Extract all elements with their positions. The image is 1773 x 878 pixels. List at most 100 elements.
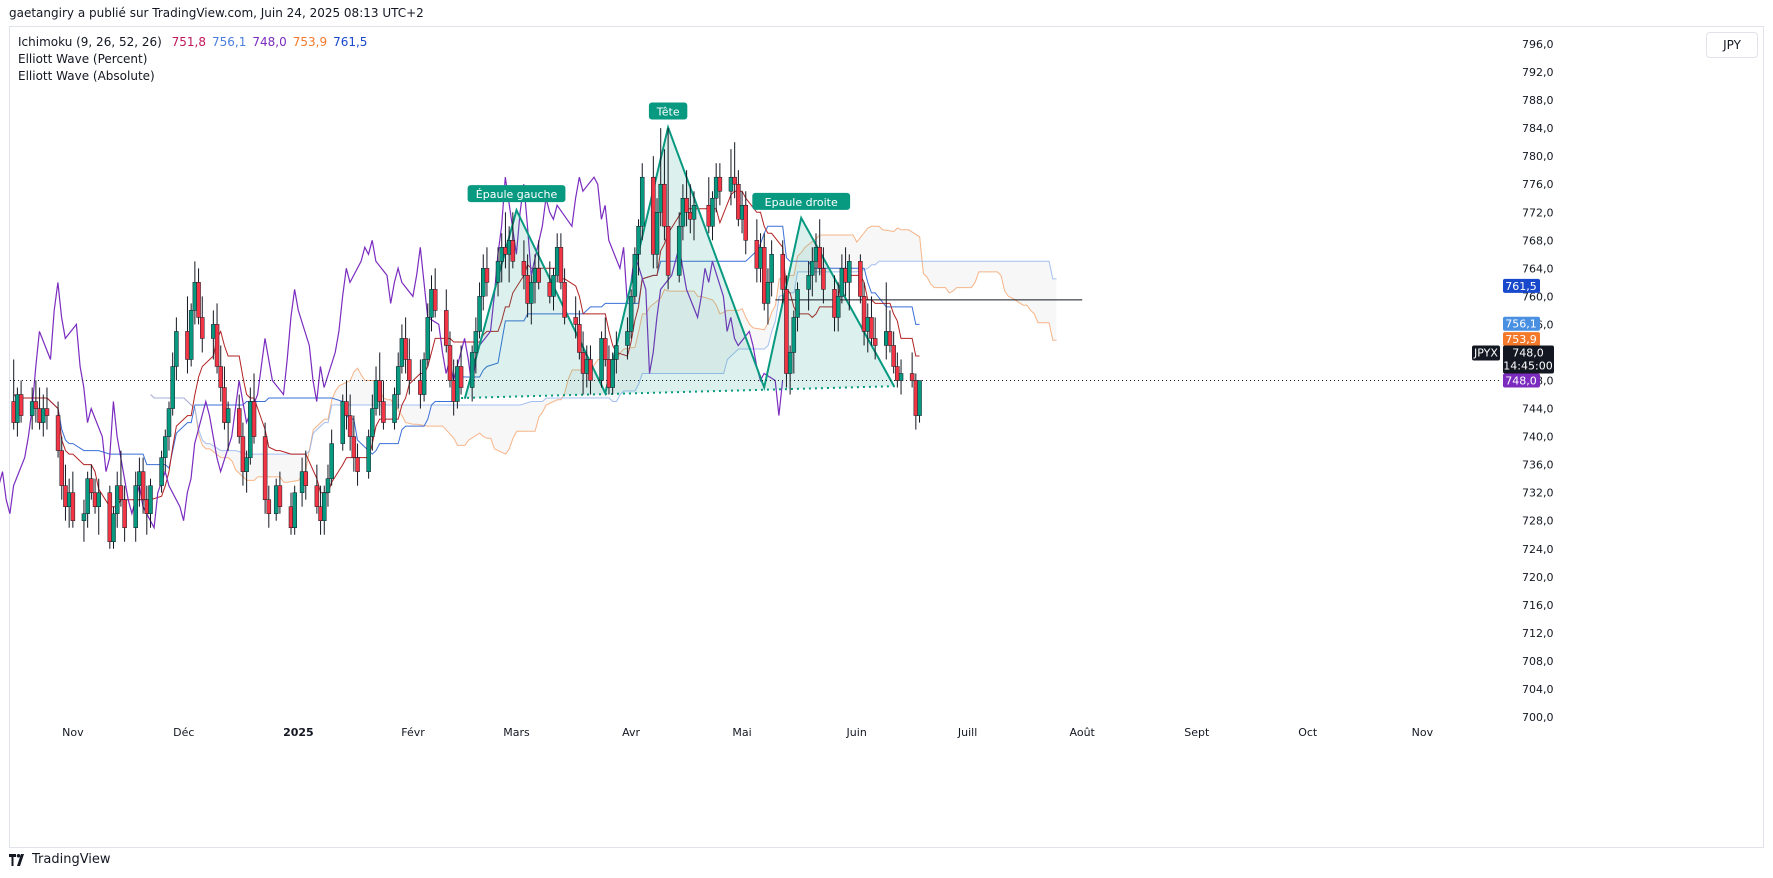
candle-body (399, 338, 405, 367)
candle-body (133, 485, 138, 528)
time-axis: Nov Déc 2025 Févr Mars Avr Mai Juin Juill Août Sep… (62, 726, 1433, 739)
price-badge: 756,1 (1503, 316, 1540, 331)
tradingview-footer[interactable]: TradingView (9, 852, 111, 867)
candle-body (33, 401, 39, 409)
candle (70, 471, 76, 528)
candle-body (510, 240, 516, 262)
candle-body (458, 366, 464, 388)
candle-body (373, 380, 379, 409)
candle (41, 394, 46, 437)
footer-brand: TradingView (32, 852, 111, 867)
candle (392, 387, 397, 430)
candle (787, 345, 793, 395)
candle-body (573, 317, 578, 325)
x-tick-label: Août (1070, 726, 1096, 739)
candle-body (174, 331, 179, 367)
candle-body (529, 282, 534, 304)
candle (455, 359, 460, 409)
ichimoku-values: 751,8 756,1 748,0 753,9 761,5 (166, 35, 368, 49)
pattern-label: Épaule gauche (467, 185, 566, 203)
ichimoku-label: Ichimoku (9, 26, 52, 26) (18, 35, 162, 49)
candle (33, 380, 39, 423)
candle-body (662, 183, 667, 227)
candle-body (606, 359, 612, 388)
candle (665, 128, 671, 290)
candle-body (891, 345, 896, 367)
x-tick-label: Nov (62, 726, 84, 739)
candle (810, 247, 815, 297)
candle (314, 464, 320, 514)
candle-body (710, 197, 715, 227)
candle (713, 163, 719, 213)
chart-frame (9, 26, 1764, 848)
candle-body (292, 492, 297, 528)
candle (148, 478, 153, 528)
candle-body (200, 317, 205, 339)
candle-body (732, 176, 737, 185)
candle (599, 331, 604, 388)
candle (322, 485, 327, 535)
elliott-percent-legend[interactable]: Elliott Wave (Percent) (18, 52, 148, 66)
candle (92, 478, 98, 514)
ichimoku-value: 753,9 (292, 35, 328, 49)
candle (325, 464, 331, 507)
ichimoku-legend-row[interactable]: Ichimoku (9, 26, 52, 26) 751,8 756,1 748,0… (18, 34, 367, 51)
candle (817, 219, 822, 276)
candle (872, 317, 878, 360)
candle (111, 506, 116, 549)
candle (891, 331, 896, 374)
candle (63, 464, 68, 521)
candle-body (44, 408, 50, 416)
current-price-badge: JPYX 748,014:45:00 (1472, 345, 1554, 374)
x-tick-label: Févr (401, 726, 425, 739)
price-badge-bg (1503, 278, 1540, 293)
candle-body (340, 401, 346, 444)
y-tick-label: 724,0 (1522, 543, 1554, 556)
candle-body (847, 261, 852, 283)
y-tick-label: 700,0 (1522, 711, 1554, 724)
price-badges: 761,5756,1753,9751,8748,0JPYX748,014:45:… (1472, 278, 1554, 388)
candle (784, 275, 789, 388)
candle-body (769, 254, 774, 283)
candle (303, 450, 309, 500)
candle-body (839, 268, 845, 297)
candle (185, 296, 190, 374)
candle (806, 261, 811, 311)
candle (791, 310, 797, 374)
pattern-label-bg (648, 102, 688, 120)
candle-body (499, 247, 504, 262)
candle-body (821, 268, 826, 290)
currency-button[interactable]: JPY (1706, 32, 1758, 58)
price-badge-bg (1503, 332, 1540, 347)
pattern-label-bg (467, 185, 566, 203)
candle (196, 268, 201, 325)
candle-body (277, 485, 283, 507)
candle (869, 296, 874, 346)
candle-body (865, 317, 871, 332)
candle-body (107, 492, 113, 542)
candle-body (144, 499, 150, 514)
y-tick-label: 712,0 (1522, 627, 1554, 640)
y-tick-label: 792,0 (1522, 66, 1554, 79)
candle-body (214, 324, 220, 367)
candle-body (684, 197, 689, 213)
candle (754, 219, 760, 283)
candle (403, 317, 408, 374)
candle-body (658, 183, 663, 213)
candle (118, 450, 124, 507)
y-tick-label: 776,0 (1522, 178, 1554, 191)
candle-body (536, 268, 541, 283)
candle (344, 380, 349, 430)
candle-body (248, 401, 253, 458)
candle-body (244, 457, 249, 472)
candle (529, 275, 534, 325)
elliott-absolute-legend[interactable]: Elliott Wave (Absolute) (18, 69, 155, 83)
pattern-label: Epaule droite (752, 192, 851, 210)
candle-body (329, 443, 334, 479)
candle-body (266, 499, 272, 514)
candle-body (29, 401, 35, 416)
candle-body (196, 282, 201, 318)
candle (432, 268, 438, 318)
candle (481, 254, 486, 311)
